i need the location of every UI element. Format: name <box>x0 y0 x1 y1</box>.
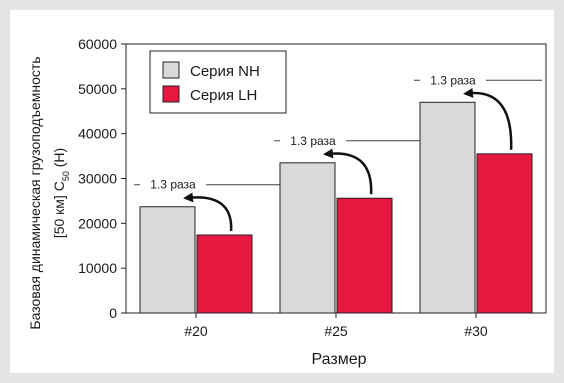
bar-25-lh <box>336 197 393 314</box>
y-axis-title-prefix: [50 км] C <box>51 181 67 238</box>
y-tick-label: 10000 <box>78 260 117 276</box>
y-tick-label: 0 <box>109 305 117 321</box>
annotation-layer: 1.3 раза 1.3 раза 1.3 раза <box>134 71 542 232</box>
y-axis-title-subscript: 50 <box>61 171 71 181</box>
legend-label-nh: Серия NH <box>190 63 260 80</box>
annotation-label-bg <box>140 175 206 194</box>
x-tick-label: #20 <box>184 323 208 339</box>
ratio-arrow <box>323 148 373 195</box>
annotation-label-bg <box>420 71 486 90</box>
y-axis-ticks: 0 10000 20000 30000 40000 50000 60000 <box>78 36 126 321</box>
legend-swatch-lh <box>162 85 180 103</box>
ratio-arrow <box>463 87 513 150</box>
bar-20-lh <box>196 234 253 314</box>
x-axis-ticks: #20 #25 #30 <box>184 313 488 339</box>
bar-20-nh <box>139 206 196 314</box>
legend-label-lh: Серия LH <box>190 87 257 104</box>
y-tick-label: 50000 <box>78 81 117 97</box>
annotation-label: 1.3 раза <box>290 134 336 148</box>
y-tick-label: 30000 <box>78 171 117 187</box>
legend: Серия NH Серия LH <box>149 50 287 114</box>
y-axis-title-suffix: (Н) <box>51 148 67 171</box>
annotation-label-bg <box>280 131 346 150</box>
y-tick-label: 60000 <box>78 36 117 52</box>
legend-box <box>149 50 287 114</box>
ratio-arrow <box>183 192 233 232</box>
bar-30-nh <box>419 101 476 314</box>
annotation-label: 1.3 раза <box>430 73 476 87</box>
y-axis-title-line2: [50 км] C50 (Н) <box>51 148 71 238</box>
bar-25-nh <box>279 162 336 314</box>
legend-swatch-nh <box>162 61 180 79</box>
x-tick-label: #30 <box>464 323 488 339</box>
bars-layer <box>139 101 533 314</box>
x-tick-label: #25 <box>324 323 348 339</box>
y-axis-title-line1: Базовая динамическая грузоподъемность <box>27 56 43 329</box>
y-tick-label: 20000 <box>78 215 117 231</box>
x-axis-title: Размер <box>312 351 367 368</box>
annotation-label: 1.3 раза <box>150 178 196 192</box>
bar-30-lh <box>476 153 533 314</box>
y-tick-label: 40000 <box>78 126 117 142</box>
